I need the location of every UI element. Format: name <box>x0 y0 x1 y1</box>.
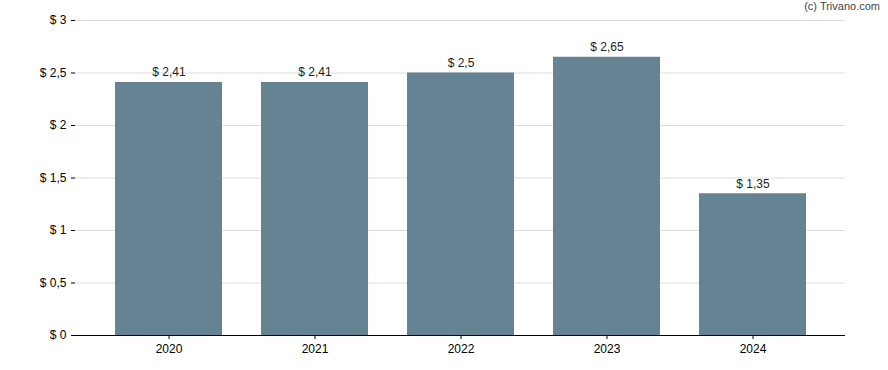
svg-text:$ 2,65: $ 2,65 <box>590 40 624 54</box>
svg-text:$ 1,35: $ 1,35 <box>736 177 770 191</box>
svg-text:$ 1: $ 1 <box>50 223 67 237</box>
svg-text:$ 2,5: $ 2,5 <box>40 66 67 80</box>
svg-text:$ 2: $ 2 <box>50 118 67 132</box>
svg-text:2021: 2021 <box>302 342 329 356</box>
svg-text:$ 2,5: $ 2,5 <box>448 56 475 70</box>
svg-text:$ 0: $ 0 <box>50 328 67 342</box>
svg-text:$ 2,41: $ 2,41 <box>152 65 186 79</box>
svg-text:$ 1,5: $ 1,5 <box>40 171 67 185</box>
html-text:(c) Trivano.com: (c) Trivano.com <box>804 0 880 12</box>
svg-text:2022: 2022 <box>448 342 475 356</box>
svg-text:2023: 2023 <box>594 342 621 356</box>
svg-text:2020: 2020 <box>156 342 183 356</box>
svg-text:$ 2,41: $ 2,41 <box>298 65 332 79</box>
svg-text:$ 0,5: $ 0,5 <box>40 276 67 290</box>
svg-text:$ 3: $ 3 <box>50 13 67 27</box>
svg-text:2024: 2024 <box>740 342 767 356</box>
